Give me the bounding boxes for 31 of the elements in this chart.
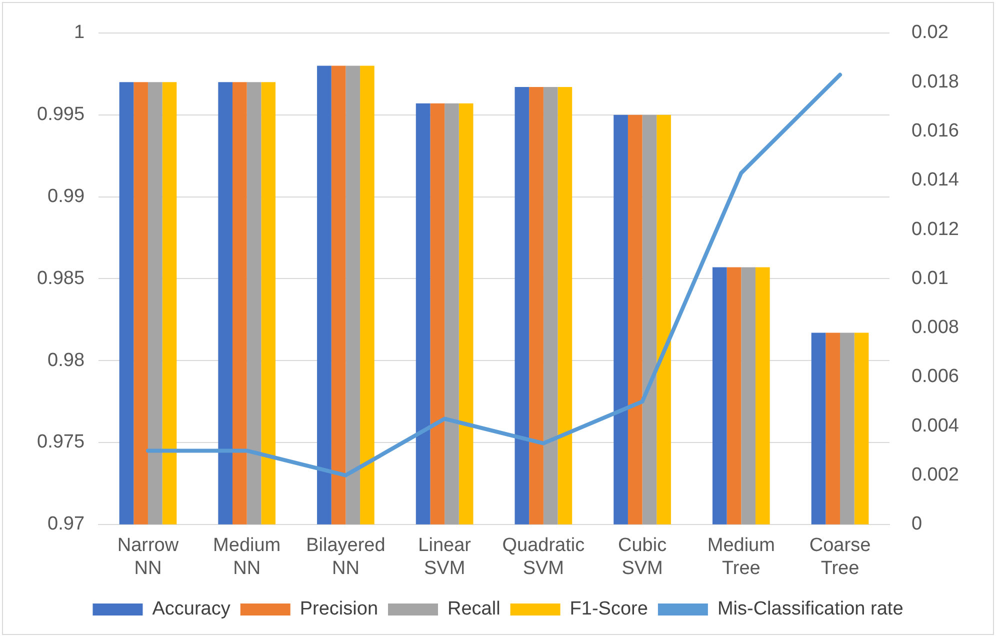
y2-tick-label: 0.016 [911, 120, 959, 142]
y2-tick-label: 0.018 [911, 71, 959, 92]
y2-tick-label: 0 [911, 514, 922, 535]
x-tick-label: Bilayered NN [306, 535, 386, 579]
y2-tick-label: 0.004 [911, 415, 960, 436]
x-tick-label: Coarse Tree [809, 535, 871, 579]
y-tick-label: 0.99 [48, 186, 85, 208]
y-tick-label: 0.975 [37, 432, 85, 453]
y-tick-label: 1 [74, 22, 85, 44]
y2-tick-label: 0.012 [911, 218, 959, 240]
legend-label: Accuracy [152, 598, 231, 620]
y-tick-label: 0.985 [37, 268, 85, 289]
legend-label: Recall [448, 598, 500, 620]
y-tick-label: 0.995 [37, 104, 85, 126]
legend-label: Mis-Classification rate [717, 598, 904, 620]
legend-label: Precision [300, 598, 378, 620]
legend-label: F1-Score [570, 598, 648, 620]
x-tick-label: Quadratic SVM [502, 535, 585, 579]
y2-tick-label: 0.01 [911, 268, 948, 289]
y2-tick-label: 0.02 [911, 22, 948, 44]
x-tick-label: Cubic SVM [618, 535, 667, 579]
y2-tick-label: 0.006 [911, 366, 959, 388]
y2-tick-label: 0.014 [911, 170, 960, 191]
y-tick-label: 0.98 [48, 350, 85, 371]
x-tick-label: Linear SVM [418, 535, 472, 579]
y2-tick-label: 0.002 [911, 464, 959, 486]
x-tick-label: Medium NN [213, 535, 281, 579]
y-tick-label: 0.97 [48, 514, 85, 535]
y2-tick-label: 0.008 [911, 317, 959, 338]
x-tick-label: Medium Tree [707, 535, 775, 579]
x-tick-label: Narrow NN [117, 535, 179, 579]
